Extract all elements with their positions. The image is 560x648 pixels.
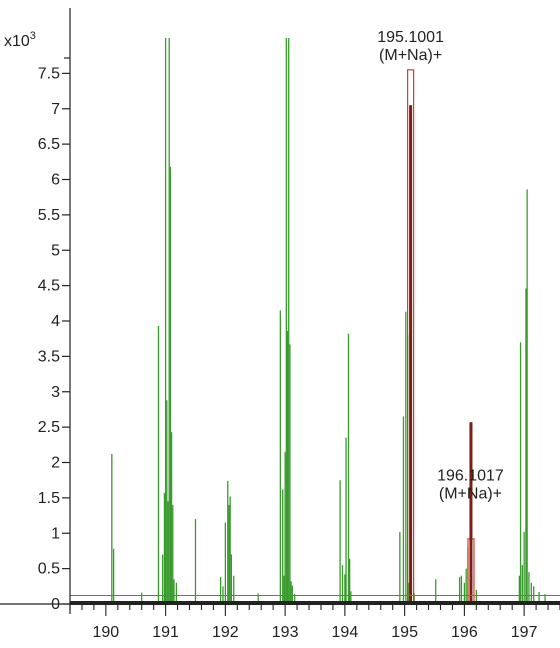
x-tick-label: 197 — [511, 624, 538, 641]
y-unit-label: x103 — [4, 30, 36, 50]
y-tick-label: 3 — [51, 384, 60, 401]
x-tick-label: 190 — [93, 624, 120, 641]
svg-text:x103: x103 — [4, 30, 36, 50]
spectrum-bars — [111, 38, 546, 604]
observed-peak — [409, 105, 413, 605]
y-tick-label: 2 — [51, 455, 60, 472]
peak-annotations: 195.1001(M+Na)+196.1017(M+Na)+ — [377, 29, 504, 503]
y-tick-label: 1.5 — [38, 490, 60, 507]
y-tick-label: 5 — [51, 242, 60, 259]
x-tick-label: 195 — [391, 624, 418, 641]
peak-annotation-mass: 196.1017 — [437, 467, 504, 484]
x-tick-label: 191 — [152, 624, 179, 641]
y-tick-label: 0 — [51, 596, 60, 613]
observed-peak — [469, 422, 473, 604]
peak-annotation-ion: (M+Na)+ — [439, 485, 502, 502]
y-unit-exponent: 3 — [30, 30, 36, 42]
x-tick-label: 192 — [212, 624, 239, 641]
axes — [0, 8, 560, 616]
y-tick-label: 1 — [51, 525, 60, 542]
tick-labels: 0 0.5 1 1.5 2 2.5 3 3.5 4 4.5 5 5.5 6 6.5 7 7.5 190 191 19… — [38, 65, 538, 641]
matched-isotope-boxes — [407, 69, 475, 605]
y-tick-label: 7 — [51, 101, 60, 118]
y-tick-label: 3.5 — [38, 348, 60, 365]
y-tick-label: 2.5 — [38, 419, 60, 436]
y-tick-label: 7.5 — [38, 65, 60, 82]
y-tick-label: 0.5 — [38, 561, 60, 578]
y-tick-label: 4 — [51, 313, 60, 330]
y-tick-label: 4.5 — [38, 278, 60, 295]
y-tick-label: 6.5 — [38, 136, 60, 153]
y-tick-label: 5.5 — [38, 207, 60, 224]
x-tick-label: 196 — [451, 624, 478, 641]
y-unit-base: x10 — [4, 33, 30, 50]
y-tick-label: 6 — [51, 172, 60, 189]
peak-annotation-mass: 195.1001 — [377, 29, 444, 46]
x-tick-label: 193 — [272, 624, 299, 641]
x-tick-label: 194 — [332, 624, 359, 641]
x-axis-line — [70, 601, 560, 605]
peak-annotation-ion: (M+Na)+ — [379, 47, 442, 64]
